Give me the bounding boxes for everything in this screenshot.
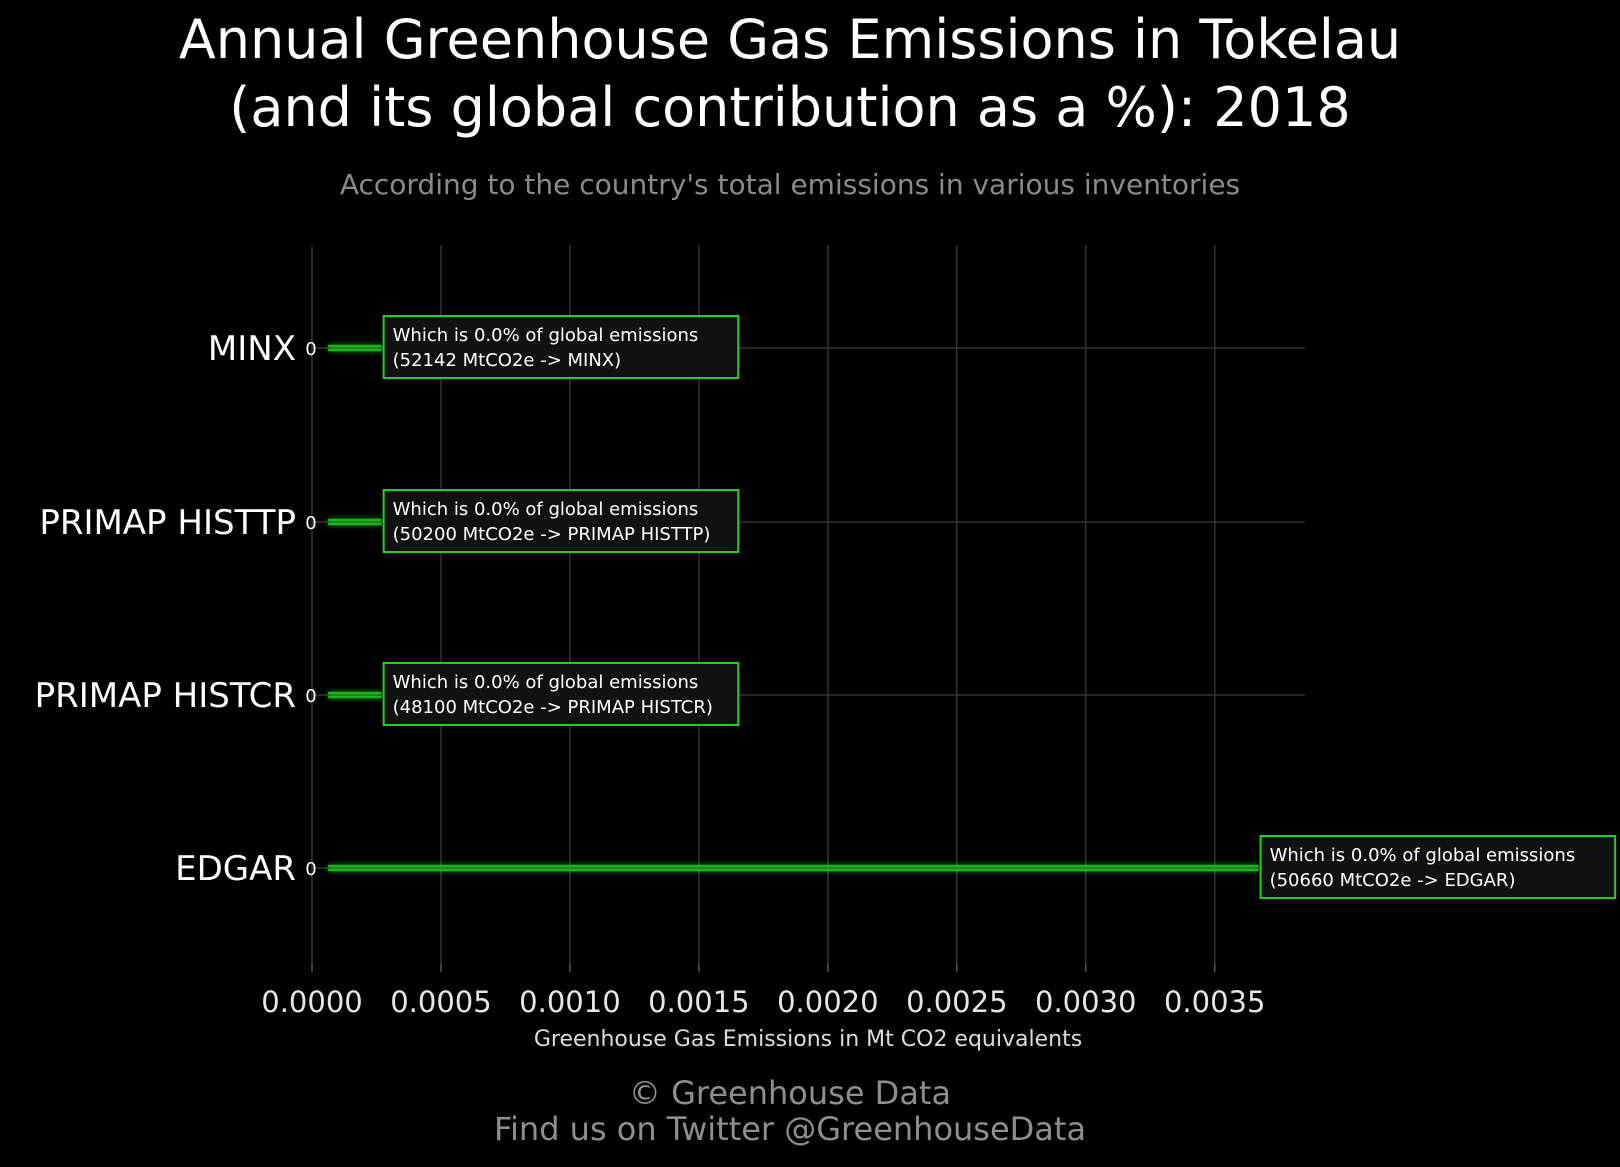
bars	[328, 344, 1259, 872]
x-tick-label: 0.0030	[1035, 985, 1136, 1019]
x-tick-label: 0.0005	[390, 985, 491, 1019]
bar	[328, 344, 382, 352]
x-tick-label: 0.0020	[777, 985, 878, 1019]
annotation-line-1: Which is 0.0% of global emissions	[393, 672, 699, 693]
x-tick-label: 0.0035	[1164, 985, 1265, 1019]
title-line-1: Annual Greenhouse Gas Emissions in Tokel…	[178, 8, 1402, 71]
category-label: PRIMAP HISTCR	[35, 676, 296, 716]
labels: 0.0000 0.0005 0.0010 0.0015 0.0020 0.0025 0.00…	[35, 315, 1617, 1019]
annotation-line-2: (50200 MtCO2e -> PRIMAP HISTTP)	[393, 524, 711, 545]
annotation-line-2: (50660 MtCO2e -> EDGAR)	[1270, 870, 1516, 891]
annotation-line-1: Which is 0.0% of global emissions	[393, 499, 699, 520]
bar	[328, 518, 382, 526]
bar	[328, 691, 382, 699]
annotation-line-2: (48100 MtCO2e -> PRIMAP HISTCR)	[393, 697, 713, 718]
value-label: 0	[305, 686, 316, 707]
x-tick-label: 0.0010	[519, 985, 620, 1019]
value-label: 0	[305, 513, 316, 534]
footer-copyright: © Greenhouse Data	[628, 1074, 952, 1112]
x-tick-label: 0.0015	[648, 985, 749, 1019]
title-line-2: (and its global contribution as a %): 20…	[229, 76, 1351, 139]
annotation-line-1: Which is 0.0% of global emissions	[393, 325, 699, 346]
annotation-box	[1259, 835, 1617, 899]
footer-twitter: Find us on Twitter @GreenhouseData	[493, 1110, 1087, 1148]
chart-title: Annual Greenhouse Gas Emissions in Tokel…	[0, 6, 1580, 142]
annotation-line-2: (52142 MtCO2e -> MINX)	[393, 350, 622, 371]
value-label: 0	[305, 859, 316, 880]
category-label: PRIMAP HISTTP	[39, 503, 296, 543]
category-label: EDGAR	[175, 849, 296, 889]
bar-halo	[328, 691, 382, 699]
annotation-box	[382, 489, 740, 553]
x-axis-label: Greenhouse Gas Emissions in Mt CO2 equiv…	[534, 1027, 1082, 1052]
value-label: 0	[305, 339, 316, 360]
bar	[328, 864, 1259, 872]
annotation-line-1: Which is 0.0% of global emissions	[1270, 845, 1576, 866]
category-label: MINX	[208, 329, 296, 369]
bar-halo	[328, 344, 382, 352]
chart-subtitle: According to the country's total emissio…	[339, 168, 1241, 201]
bar-halo	[328, 864, 1259, 872]
x-tick-label: 0.0025	[906, 985, 1007, 1019]
x-tick-label: 0.0000	[261, 985, 362, 1019]
bar-halo	[328, 518, 382, 526]
annotation-box	[382, 315, 740, 379]
annotation-box	[382, 662, 740, 726]
